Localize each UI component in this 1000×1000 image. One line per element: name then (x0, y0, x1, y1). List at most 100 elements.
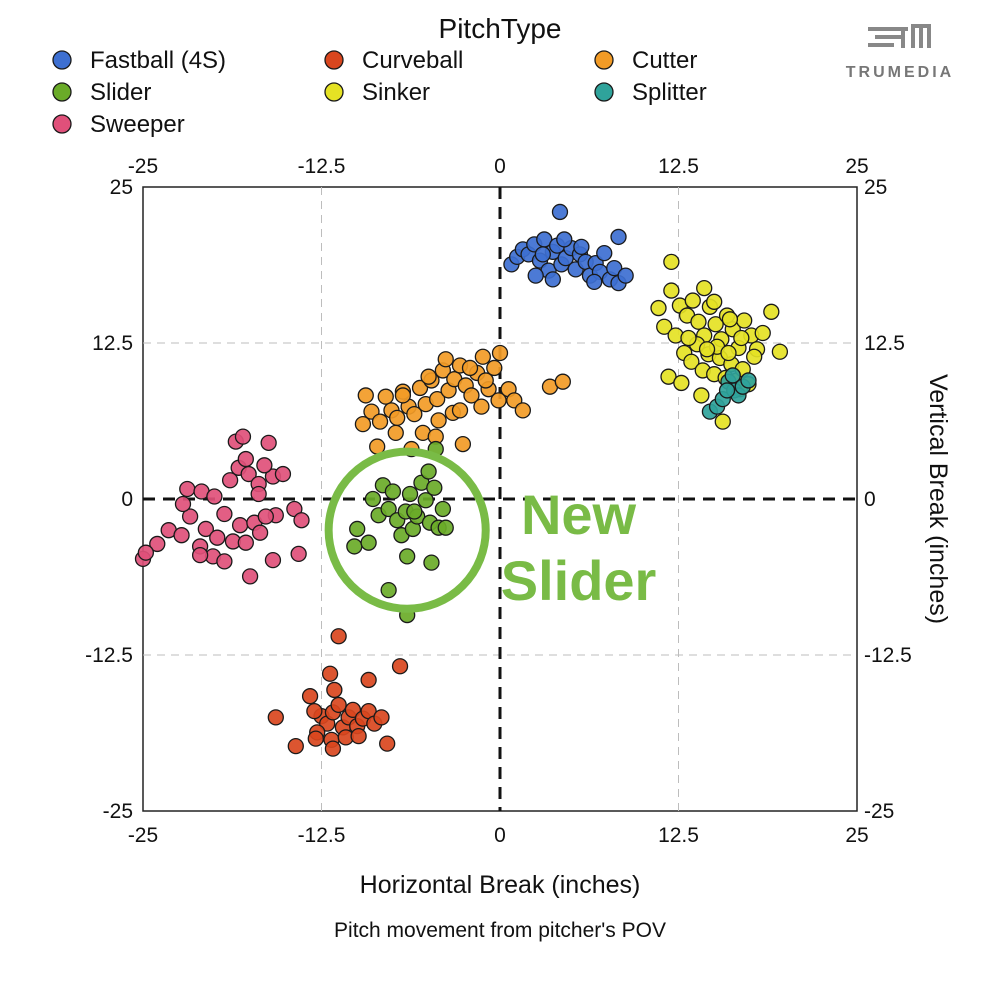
data-point (746, 348, 763, 365)
data-point (406, 405, 423, 423)
data-point (237, 450, 254, 468)
data-point (430, 412, 447, 429)
data-point (241, 568, 259, 585)
data-point (696, 279, 713, 297)
data-point (586, 273, 603, 290)
y-tick-label-right: 0 (864, 488, 876, 511)
y-axis-label: Vertical Break (inches) (924, 374, 952, 624)
data-point (736, 312, 753, 329)
data-point (491, 344, 509, 362)
data-point (411, 379, 429, 397)
data-point (720, 344, 737, 362)
data-point (221, 472, 239, 489)
brand-logo: TRUMEDIA (846, 24, 951, 81)
legend-item: Fastball (4S) (52, 47, 226, 74)
legend-item: Slider (52, 79, 151, 106)
data-point (680, 329, 697, 347)
data-point (551, 203, 569, 221)
data-point (377, 388, 394, 405)
data-point (673, 374, 690, 392)
x-axis-label: Horizontal Break (inches) (360, 871, 641, 899)
data-point (544, 271, 561, 288)
data-point (437, 519, 454, 536)
data-point (173, 527, 190, 544)
x-tick-label-top: 0 (494, 155, 506, 178)
trumedia-logo-icon (868, 24, 931, 48)
data-point (197, 520, 214, 538)
data-point (387, 424, 404, 442)
legend-marker (594, 82, 614, 102)
data-point (394, 387, 412, 404)
data-points (134, 203, 789, 757)
legend-item: Splitter (594, 79, 707, 106)
data-point (399, 548, 416, 565)
data-point (596, 244, 613, 262)
data-point (234, 428, 252, 445)
data-point (364, 490, 382, 508)
data-point (174, 495, 192, 513)
y-tick-label-right: 25 (864, 176, 887, 199)
y-tick-label-right: -25 (864, 800, 894, 823)
data-point (714, 413, 731, 430)
data-point (330, 628, 347, 645)
data-point (181, 508, 199, 525)
data-point (216, 505, 233, 523)
annotation-text-line2: Slider (501, 549, 657, 612)
data-point (660, 368, 677, 385)
legend-label: Cutter (632, 47, 697, 74)
data-point (420, 368, 437, 385)
data-point (426, 479, 443, 496)
data-point (556, 231, 573, 248)
legend-item: Sweeper (52, 111, 185, 138)
y-tick-label-right: -12.5 (864, 644, 912, 667)
data-point (429, 391, 446, 408)
data-point (610, 228, 627, 246)
data-point (573, 238, 590, 256)
data-point (380, 500, 397, 518)
x-tick-label-bottom: -25 (128, 824, 158, 847)
legend-marker (52, 82, 72, 102)
legend-marker (52, 50, 72, 70)
data-point (380, 581, 397, 599)
data-point (606, 259, 623, 277)
data-point (330, 696, 347, 714)
data-point (684, 292, 701, 309)
series-slider (346, 440, 454, 624)
chart-caption: Pitch movement from pitcher's POV (334, 919, 666, 942)
legend-marker (594, 50, 614, 70)
x-tick-label-top: -25 (128, 155, 158, 178)
data-point (406, 503, 423, 520)
legend: Fastball (4S) Curveball Cutter Slider Sinker… (52, 47, 707, 138)
data-point (357, 387, 374, 404)
data-point (451, 402, 469, 419)
legend-item: Curveball (324, 47, 463, 74)
data-point (473, 398, 490, 415)
legend-marker (324, 50, 344, 70)
data-point (274, 465, 292, 483)
data-point (437, 351, 454, 368)
data-point (718, 382, 736, 399)
data-point (137, 544, 155, 561)
legend-item: Cutter (594, 47, 697, 74)
legend-label: Fastball (4S) (90, 47, 226, 74)
data-point (301, 688, 319, 705)
data-point (371, 413, 389, 430)
data-point (354, 415, 372, 433)
data-point (290, 545, 307, 563)
series-fastball-4s (503, 203, 634, 292)
data-point (690, 313, 707, 330)
data-point (391, 658, 409, 675)
data-point (384, 483, 402, 500)
data-point (237, 534, 254, 551)
data-point (373, 709, 390, 726)
data-point (256, 457, 273, 474)
data-point (454, 435, 472, 453)
data-point (267, 709, 284, 726)
data-point (534, 246, 551, 263)
x-tick-label-top: -12.5 (298, 155, 346, 178)
data-point (707, 316, 724, 333)
data-point (216, 553, 233, 570)
data-point (527, 267, 544, 284)
data-point (461, 359, 479, 377)
